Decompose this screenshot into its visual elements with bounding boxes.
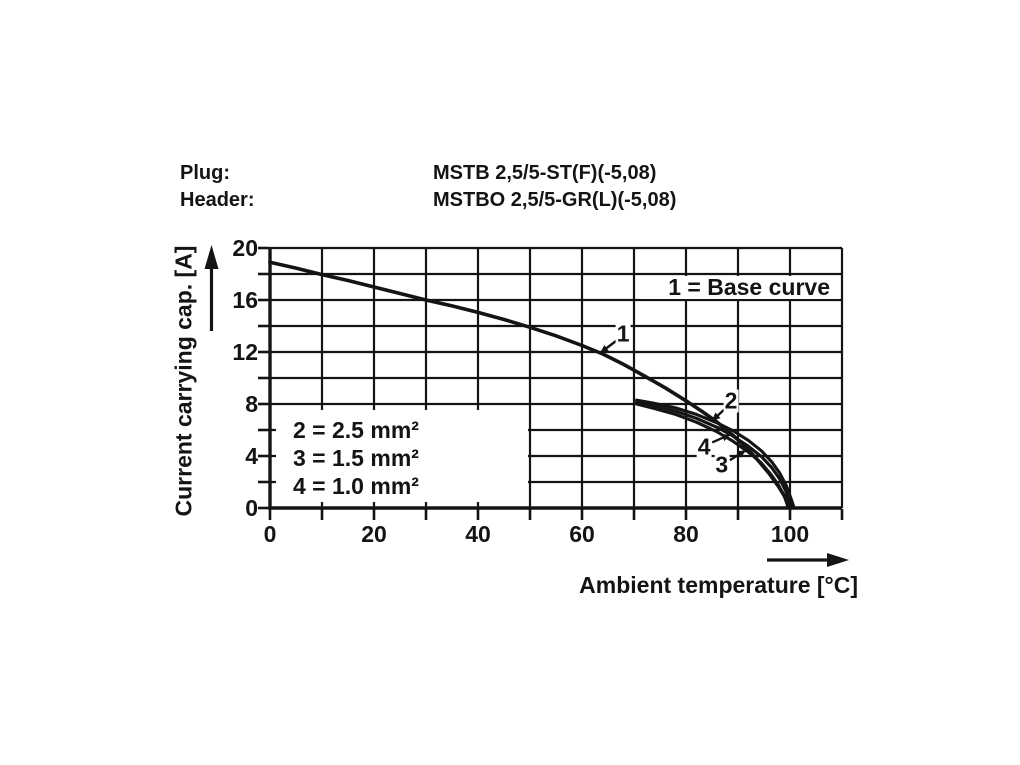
curve-label-1: 1 <box>615 320 631 347</box>
curve-2 <box>635 398 796 510</box>
x-tick-label: 0 <box>263 521 277 547</box>
y-tick-label: 16 <box>232 287 258 313</box>
x-tick-label: 60 <box>569 521 595 547</box>
curve-leader-arrow-3 <box>737 450 746 458</box>
curve-leader-arrow-1 <box>600 345 609 353</box>
y-tick-label: 20 <box>232 235 258 261</box>
y-axis-title: Current carrying cap. [A] <box>170 245 197 517</box>
legend-entry-2.5mm: 2 = 2.5 mm² <box>293 417 419 443</box>
x-tick-label: 20 <box>361 521 387 547</box>
y-tick-label: 12 <box>232 339 258 365</box>
legend-entry-1.0mm: 4 = 1.0 mm² <box>293 473 419 499</box>
plug-label: Plug: <box>180 162 230 184</box>
base-curve-note: 1 = Base curve <box>640 275 839 299</box>
y-tick-label: 0 <box>245 495 258 521</box>
legend-entry-1.5mm: 3 = 1.5 mm² <box>293 445 419 471</box>
x-axis-arrow-head <box>827 553 849 567</box>
curve-4 <box>635 400 794 510</box>
curve-label-2: 2 <box>723 387 739 414</box>
plug-part-number: MSTB 2,5/5-ST(F)(-5,08) <box>433 162 657 184</box>
x-tick-label: 100 <box>770 521 810 547</box>
y-tick-label: 8 <box>245 391 258 417</box>
curve-leader-arrow-2 <box>712 412 721 421</box>
curve-leader-arrow-4 <box>721 434 731 442</box>
y-axis-arrow-head <box>204 245 219 269</box>
header-part-number: MSTBO 2,5/5-GR(L)(-5,08) <box>433 189 677 211</box>
curve-label-4: 4 <box>696 433 712 460</box>
legend-box: 2 = 2.5 mm² 3 = 1.5 mm² 4 = 1.0 mm² <box>276 410 528 502</box>
x-axis-title: Ambient temperature [°C] <box>579 572 858 598</box>
curve-3 <box>635 402 790 510</box>
curve-label-3: 3 <box>714 451 730 478</box>
x-tick-label: 40 <box>465 521 491 547</box>
y-tick-label: 4 <box>245 443 258 469</box>
header-label: Header: <box>180 189 255 211</box>
x-tick-label: 80 <box>673 521 699 547</box>
